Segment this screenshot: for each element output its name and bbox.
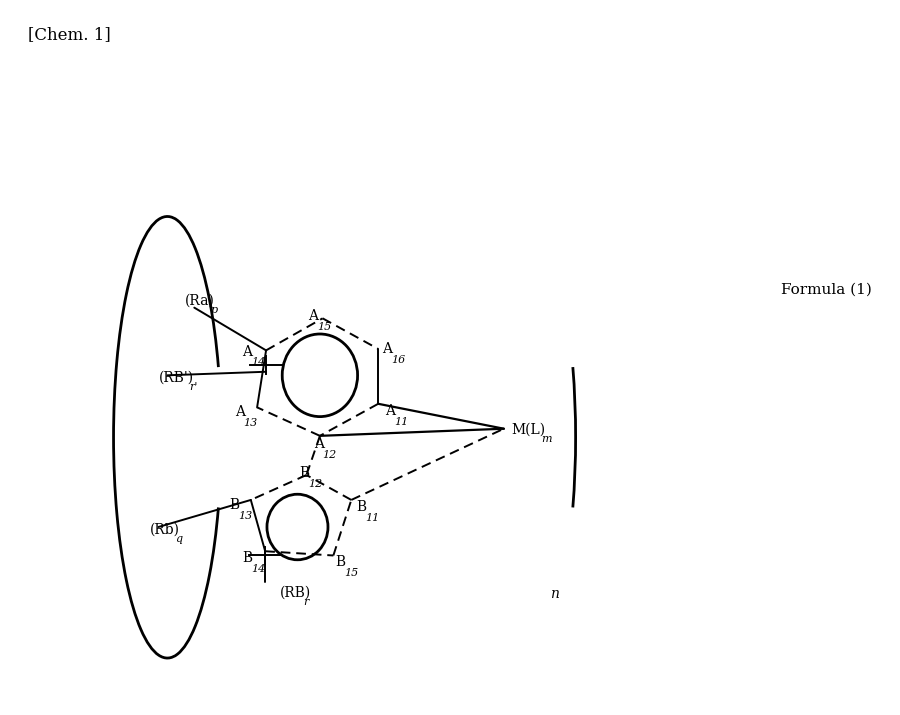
- Text: 11: 11: [365, 513, 380, 523]
- Text: A: A: [382, 342, 392, 356]
- Text: A: A: [235, 405, 245, 419]
- Text: r': r': [189, 382, 197, 392]
- Text: 11: 11: [394, 417, 409, 427]
- Text: (RB'): (RB'): [158, 370, 194, 385]
- Text: B: B: [230, 498, 239, 512]
- Text: 15: 15: [317, 322, 331, 332]
- Text: A: A: [308, 309, 319, 323]
- Text: 13: 13: [244, 418, 258, 428]
- Text: B: B: [242, 551, 252, 566]
- Text: (Rb): (Rb): [149, 523, 179, 537]
- Text: (Ra): (Ra): [185, 294, 215, 307]
- Text: [Chem. 1]: [Chem. 1]: [28, 26, 111, 44]
- Text: n: n: [551, 587, 560, 601]
- Text: A: A: [385, 404, 395, 418]
- Text: M(L): M(L): [511, 423, 545, 437]
- Text: 14: 14: [251, 358, 266, 368]
- Text: p: p: [211, 305, 218, 315]
- Text: m: m: [542, 435, 552, 445]
- Text: B: B: [300, 466, 310, 480]
- Text: 15: 15: [344, 568, 358, 578]
- Text: A: A: [313, 438, 324, 451]
- Text: 16: 16: [391, 355, 405, 365]
- Text: (RB): (RB): [280, 586, 310, 600]
- Text: 14: 14: [251, 564, 266, 574]
- Text: 12: 12: [322, 450, 337, 460]
- Text: B: B: [356, 500, 367, 514]
- Text: Formula (1): Formula (1): [781, 283, 872, 297]
- Text: 12: 12: [308, 478, 322, 488]
- Text: 13: 13: [238, 511, 253, 521]
- Text: B: B: [335, 555, 346, 569]
- Text: A: A: [242, 345, 252, 359]
- Text: r: r: [303, 597, 308, 607]
- Text: q: q: [175, 534, 182, 544]
